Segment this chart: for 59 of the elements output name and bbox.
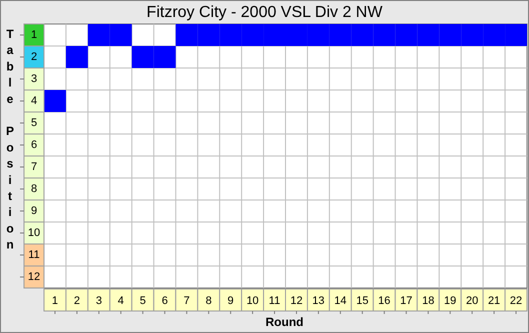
text: Table Position bbox=[6, 27, 14, 252]
chart-title: Fitzroy City - 2000 VSL Div 2 NW bbox=[146, 4, 384, 21]
x-tick-label: 7 bbox=[184, 295, 190, 307]
x-tick-label: 17 bbox=[400, 295, 412, 307]
y-tick-label: 12 bbox=[28, 271, 40, 283]
x-tick-label: 2 bbox=[74, 295, 80, 307]
point bbox=[439, 24, 462, 46]
point bbox=[242, 24, 264, 46]
y-tick-label: 1 bbox=[30, 29, 38, 41]
point bbox=[66, 46, 88, 68]
y-tick-label: 8 bbox=[30, 183, 38, 195]
y-tick-label: 7 bbox=[30, 161, 38, 173]
point bbox=[286, 24, 308, 46]
x-tick-label: 3 bbox=[96, 295, 102, 307]
point bbox=[110, 24, 132, 46]
point bbox=[44, 90, 66, 112]
x-tick-label: 12 bbox=[290, 295, 303, 307]
y-tick-label: 10 bbox=[28, 227, 40, 239]
x-tick-label: 5 bbox=[140, 295, 146, 307]
point bbox=[154, 46, 176, 68]
point bbox=[461, 24, 484, 46]
x-tick-label: 6 bbox=[162, 295, 168, 307]
x-tick-label: 18 bbox=[422, 295, 434, 307]
point bbox=[417, 24, 440, 46]
y-tick-label: 4 bbox=[30, 95, 38, 107]
y-tick-label: 5 bbox=[30, 117, 38, 129]
point bbox=[351, 24, 374, 46]
x-axis-title: Round bbox=[266, 315, 304, 329]
y-tick-label: 2 bbox=[30, 51, 38, 63]
point bbox=[373, 24, 396, 46]
y-tick-label: 6 bbox=[30, 139, 38, 151]
point bbox=[395, 24, 418, 46]
x-tick-label: 1 bbox=[52, 295, 58, 307]
y-tick-label: 9 bbox=[30, 205, 38, 217]
x-tick-label: 22 bbox=[510, 295, 522, 307]
point bbox=[483, 24, 506, 46]
x-tick-label: 21 bbox=[488, 295, 500, 307]
x-tick-label: 16 bbox=[378, 295, 390, 307]
x-tick-label: 15 bbox=[356, 295, 368, 307]
x-tick-label: 14 bbox=[334, 295, 347, 307]
point bbox=[198, 24, 220, 46]
x-tick-label: 19 bbox=[444, 295, 456, 307]
point bbox=[307, 24, 330, 46]
point bbox=[329, 24, 352, 46]
point bbox=[264, 24, 286, 46]
y-tick-label: 11 bbox=[28, 249, 40, 261]
x-tick-label: 20 bbox=[466, 295, 478, 307]
point bbox=[132, 46, 154, 68]
x-tick-label: 13 bbox=[312, 295, 325, 307]
x-tick-label: 9 bbox=[228, 295, 234, 307]
point bbox=[220, 24, 242, 46]
point bbox=[176, 24, 198, 46]
point bbox=[88, 24, 110, 46]
x-tick-label: 4 bbox=[118, 295, 124, 307]
y-tick-label: 3 bbox=[30, 73, 38, 85]
x-tick-label: 11 bbox=[268, 295, 280, 307]
x-tick-label: 8 bbox=[206, 295, 212, 307]
point bbox=[505, 24, 527, 46]
x-tick-label: 10 bbox=[246, 295, 259, 307]
